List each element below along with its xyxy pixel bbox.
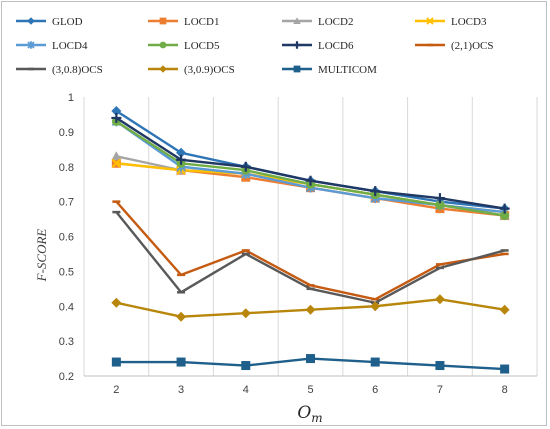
legend-item: (3,0.9)OCS — [148, 64, 235, 76]
x-tick-label: 8 — [502, 384, 508, 396]
series-multicom — [111, 354, 510, 374]
data-point — [241, 361, 251, 371]
data-point — [27, 41, 35, 49]
data-point — [111, 158, 122, 168]
data-point — [159, 17, 167, 25]
legend-item: LOCD6 — [282, 40, 354, 52]
y-axis-label: F-SCORE — [34, 229, 49, 283]
y-tick-label: 0.3 — [59, 336, 74, 348]
data-point — [176, 357, 186, 367]
data-point — [293, 17, 301, 24]
data-point — [500, 211, 510, 221]
legend-label: (3,0.9)OCS — [184, 64, 235, 76]
series-group — [111, 105, 510, 374]
legend-item: MULTICOM — [282, 64, 377, 76]
legend-item: LOCD5 — [148, 40, 220, 52]
legend-label: LOCD1 — [184, 16, 219, 28]
data-point — [111, 357, 121, 367]
data-point — [500, 364, 510, 374]
data-point — [370, 357, 380, 367]
legend-label: LOCD4 — [52, 40, 88, 52]
x-axis-label: Om — [297, 403, 322, 425]
y-tick-label: 0.9 — [59, 127, 74, 139]
data-point — [176, 311, 187, 322]
x-tick-label: 2 — [113, 384, 119, 396]
legend-label: (2,1)OCS — [451, 40, 493, 52]
data-point — [111, 151, 122, 161]
legend-label: LOCD3 — [451, 16, 487, 28]
y-tick-label: 0.2 — [59, 371, 74, 383]
x-axis-label-sub: m — [311, 411, 322, 425]
legend-label: GLOD — [52, 16, 83, 28]
data-point — [240, 161, 251, 172]
y-tick-label: 0.8 — [59, 162, 74, 174]
data-point — [176, 154, 187, 165]
legend-label: MULTICOM — [318, 64, 377, 76]
data-point — [159, 65, 167, 73]
data-point — [111, 112, 122, 123]
legend-label: LOCD2 — [318, 16, 353, 28]
data-point — [499, 304, 510, 315]
legend-item: LOCD1 — [148, 16, 219, 28]
x-axis-label-main: O — [297, 403, 311, 423]
x-tick-label: 7 — [437, 384, 443, 396]
data-point — [499, 203, 510, 214]
data-point — [426, 17, 434, 25]
legend-item: LOCD3 — [415, 16, 487, 28]
data-point — [111, 105, 122, 116]
data-point — [176, 147, 187, 158]
data-point — [370, 301, 381, 312]
legend-item: (3,0.8)OCS — [16, 64, 103, 76]
data-point — [434, 294, 445, 305]
legend-label: LOCD6 — [318, 40, 354, 52]
legend-item: LOCD4 — [16, 40, 88, 52]
data-point — [159, 41, 167, 49]
data-point — [27, 17, 35, 25]
data-point — [293, 65, 301, 73]
legend: GLOD LOCD1 LOCD2 LOCD3 LOCD4 LOCD5 LOCD6 (2,1)O… — [16, 16, 493, 76]
x-tick-label: 6 — [372, 384, 378, 396]
y-tick-label: 0.7 — [59, 197, 74, 209]
series-3-0-8-ocs — [112, 210, 509, 305]
data-point — [240, 308, 251, 319]
x-tick-label: 4 — [243, 384, 249, 396]
data-point — [305, 175, 316, 186]
legend-label: LOCD5 — [184, 40, 220, 52]
y-tick-label: 1 — [68, 92, 74, 104]
data-point — [111, 297, 122, 308]
data-point — [435, 200, 445, 210]
legend-item: GLOD — [16, 16, 83, 28]
legend-label: (3,0.8)OCS — [52, 64, 103, 76]
data-point — [434, 193, 445, 204]
series-locd6 — [111, 112, 510, 214]
legend-item: (2,1)OCS — [415, 40, 493, 52]
y-tick-label: 0.5 — [59, 266, 74, 278]
x-axis-ticks: 2 3 4 5 6 7 8 — [113, 384, 507, 396]
y-tick-label: 0.4 — [59, 301, 74, 313]
grid-lines — [83, 97, 538, 377]
series-3-0-9-ocs — [111, 294, 510, 322]
x-tick-label: 5 — [307, 384, 313, 396]
data-point — [370, 186, 381, 197]
legend-item: LOCD2 — [282, 16, 353, 28]
y-axis-ticks: 0.2 0.3 0.4 0.5 0.6 0.7 0.8 0.9 1 — [59, 92, 74, 383]
data-point — [305, 304, 316, 315]
y-tick-label: 0.6 — [59, 232, 74, 244]
x-tick-label: 3 — [178, 384, 184, 396]
series-2-1-ocs — [112, 200, 509, 301]
data-point — [435, 361, 445, 371]
data-point — [293, 41, 301, 49]
data-point — [306, 354, 315, 364]
